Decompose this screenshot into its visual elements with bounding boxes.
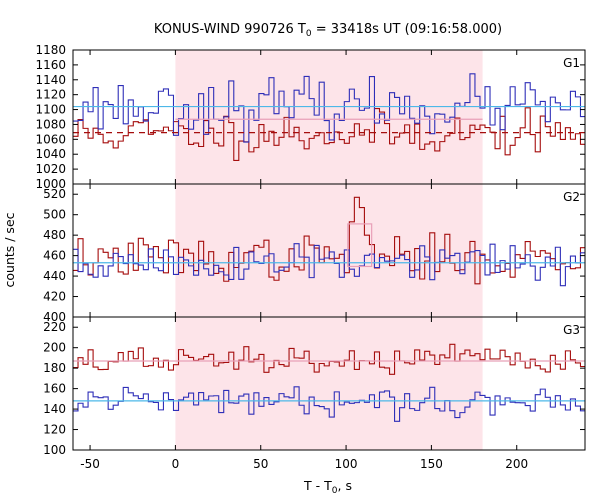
panel-g1-ytick-label-1100: 1100 [35, 103, 66, 117]
panel-g2-data [73, 196, 585, 287]
plot-area: 1000102010401060108011001120114011601180… [35, 43, 586, 471]
panel-g2-ytick-label-440: 440 [43, 269, 66, 283]
panel-g2-peak-box [347, 223, 373, 268]
panel-g3-ytick-label-220: 220 [43, 320, 66, 334]
panel-g2-ytick-label-400: 400 [43, 310, 66, 324]
panel-g2-label: G2 [563, 190, 580, 204]
panel-g1-ytick-label-1040: 1040 [35, 147, 66, 161]
chart-title-suffix: = 33418s UT (09:16:58.000) [312, 22, 502, 37]
panel-g1-ytick-label-1000: 1000 [35, 177, 66, 191]
panel-g3-ytick-label-140: 140 [43, 402, 66, 416]
x-axis-label: T - T0, s [303, 478, 352, 496]
panel-g2-series-2 [73, 243, 585, 287]
x-axis-label-prefix: T - T [303, 478, 332, 493]
chart-title-prefix: KONUS-WIND 990726 T [154, 22, 306, 37]
panel-g3-ytick-label-100: 100 [43, 443, 66, 457]
panel-g1-ytick-label-1120: 1120 [35, 88, 66, 102]
panel-g1-ytick-label-1160: 1160 [35, 58, 66, 72]
panel-g2-ytick-label-480: 480 [43, 228, 66, 242]
panel-g3-series-2 [73, 386, 585, 422]
xtick-label--50: -50 [80, 457, 100, 471]
panel-g3-frame [72, 316, 586, 451]
panel-g1-ytick-label-1020: 1020 [35, 162, 66, 176]
panel-g2-ytick-label-500: 500 [43, 208, 66, 222]
panel-g3-data [73, 343, 585, 422]
panel-g3-ytick-label-160: 160 [43, 382, 66, 396]
panel-g3-ytick-label-200: 200 [43, 341, 66, 355]
x-axis-label-suffix: , s [338, 478, 352, 493]
panel-g3-series-1 [73, 343, 585, 375]
panel-g3-label: G3 [563, 323, 580, 337]
panel-g1-ytick-label-1080: 1080 [35, 117, 66, 131]
xtick-label-100: 100 [335, 457, 358, 471]
panel-g2-ytick-label-460: 460 [43, 249, 66, 263]
panel-g1-ytick-label-1180: 1180 [35, 43, 66, 57]
y-axis-label: counts / sec [2, 212, 17, 287]
panel-g1-label: G1 [563, 56, 580, 70]
chart-title: KONUS-WIND 990726 T0 = 33418s UT (09:16:… [154, 22, 502, 39]
xtick-label-200: 200 [505, 457, 528, 471]
panel-g2-ytick-label-520: 520 [43, 187, 66, 201]
chart-title-subscript: 0 [306, 29, 312, 39]
panel-g1-series-2 [73, 73, 585, 143]
panel-g1-ytick-label-1140: 1140 [35, 73, 66, 87]
xtick-label-0: 0 [172, 457, 180, 471]
panel-g1-series-1 [73, 107, 585, 161]
panel-g1-ytick-label-1060: 1060 [35, 132, 66, 146]
xtick-label-50: 50 [253, 457, 268, 471]
panel-g3-ytick-label-120: 120 [43, 423, 66, 437]
xtick-label-150: 150 [420, 457, 443, 471]
panel-g3-ytick-label-180: 180 [43, 361, 66, 375]
panel-g1-data [73, 73, 585, 161]
x-axis-label-subscript: 0 [332, 486, 338, 496]
panel-g2-ytick-label-420: 420 [43, 290, 66, 304]
panel-g1: 1000102010401060108011001120114011601180… [35, 43, 586, 191]
panel-g3: 100 120 140 160 180 200 220 G3 [43, 316, 586, 457]
